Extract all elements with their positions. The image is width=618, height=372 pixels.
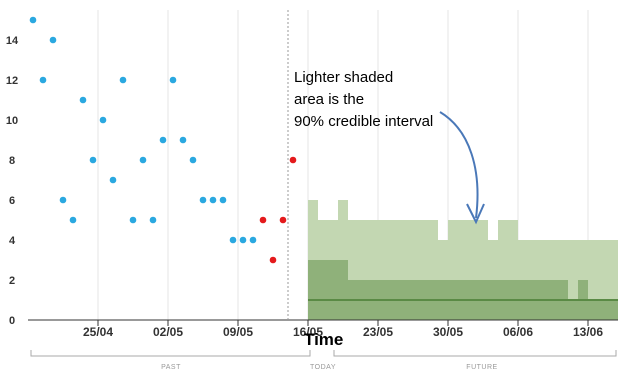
annotation-arrow: [439, 111, 479, 219]
y-tick-labels: 0 2 4 6 8 10 12 14: [6, 35, 19, 327]
past-bracket: [30, 350, 311, 357]
observed-point: [99, 116, 107, 124]
y-tick-label: 4: [9, 235, 16, 247]
x-axis-title: Time: [304, 330, 343, 349]
x-tick-label: 25/04: [83, 325, 113, 339]
observed-point: [39, 76, 47, 84]
x-tick-label: 23/05: [363, 325, 393, 339]
observed-point: [169, 76, 177, 84]
future-bracket: [333, 350, 617, 357]
ci50-band: [308, 260, 618, 320]
observed-point: [59, 196, 67, 204]
x-tick-label: 13/06: [573, 325, 603, 339]
x-tick-label: 06/06: [503, 325, 533, 339]
x-tick-labels: 25/04 02/05 09/05 16/05 23/05 30/05 06/06 13/06: [83, 320, 603, 339]
past-label: PAST: [161, 364, 181, 371]
recent-point: [279, 216, 287, 224]
y-tick-label: 8: [9, 155, 15, 167]
observed-point: [189, 156, 197, 164]
observed-point: [89, 156, 97, 164]
grid-lines: [97, 10, 589, 320]
y-tick-label: 14: [6, 35, 19, 47]
observed-point: [69, 216, 77, 224]
x-tick-label: 30/05: [433, 325, 463, 339]
observed-point: [239, 236, 247, 244]
observed-point: [139, 156, 147, 164]
observed-point: [209, 196, 217, 204]
y-tick-label: 12: [6, 75, 18, 87]
arrow-head: [466, 203, 485, 225]
annotation-line-2: area is the: [294, 91, 364, 108]
future-label: FUTURE: [466, 364, 497, 371]
observed-point: [149, 216, 157, 224]
observed-point: [29, 16, 37, 24]
annotation: Lighter shaded area is the 90% credible …: [294, 69, 433, 130]
observed-point: [109, 176, 117, 184]
observed-point: [199, 196, 207, 204]
observed-point: [119, 76, 127, 84]
annotation-line-3: 90% credible interval: [294, 113, 433, 130]
today-label: TODAY: [310, 364, 336, 371]
x-tick-label: 02/05: [153, 325, 183, 339]
observed-point: [219, 196, 227, 204]
observed-point: [229, 236, 237, 244]
recent-point: [269, 256, 277, 264]
observed-point: [79, 96, 87, 104]
observed-point: [49, 36, 57, 44]
observed-point: [249, 236, 257, 244]
data-points: [29, 16, 297, 264]
x-tick-label: 16/05: [293, 325, 323, 339]
observed-point: [129, 216, 137, 224]
y-tick-label: 0: [9, 315, 15, 327]
y-tick-label: 2: [9, 275, 15, 287]
x-tick-label: 09/05: [223, 325, 253, 339]
y-tick-label: 6: [9, 195, 15, 207]
observed-point: [159, 136, 167, 144]
observed-point: [179, 136, 187, 144]
recent-point: [289, 156, 297, 164]
y-tick-label: 10: [6, 115, 18, 127]
recent-point: [259, 216, 267, 224]
annotation-line-1: Lighter shaded: [294, 69, 393, 86]
period-brackets: PAST TODAY FUTURE: [30, 350, 617, 371]
forecast-bands: [308, 200, 618, 320]
